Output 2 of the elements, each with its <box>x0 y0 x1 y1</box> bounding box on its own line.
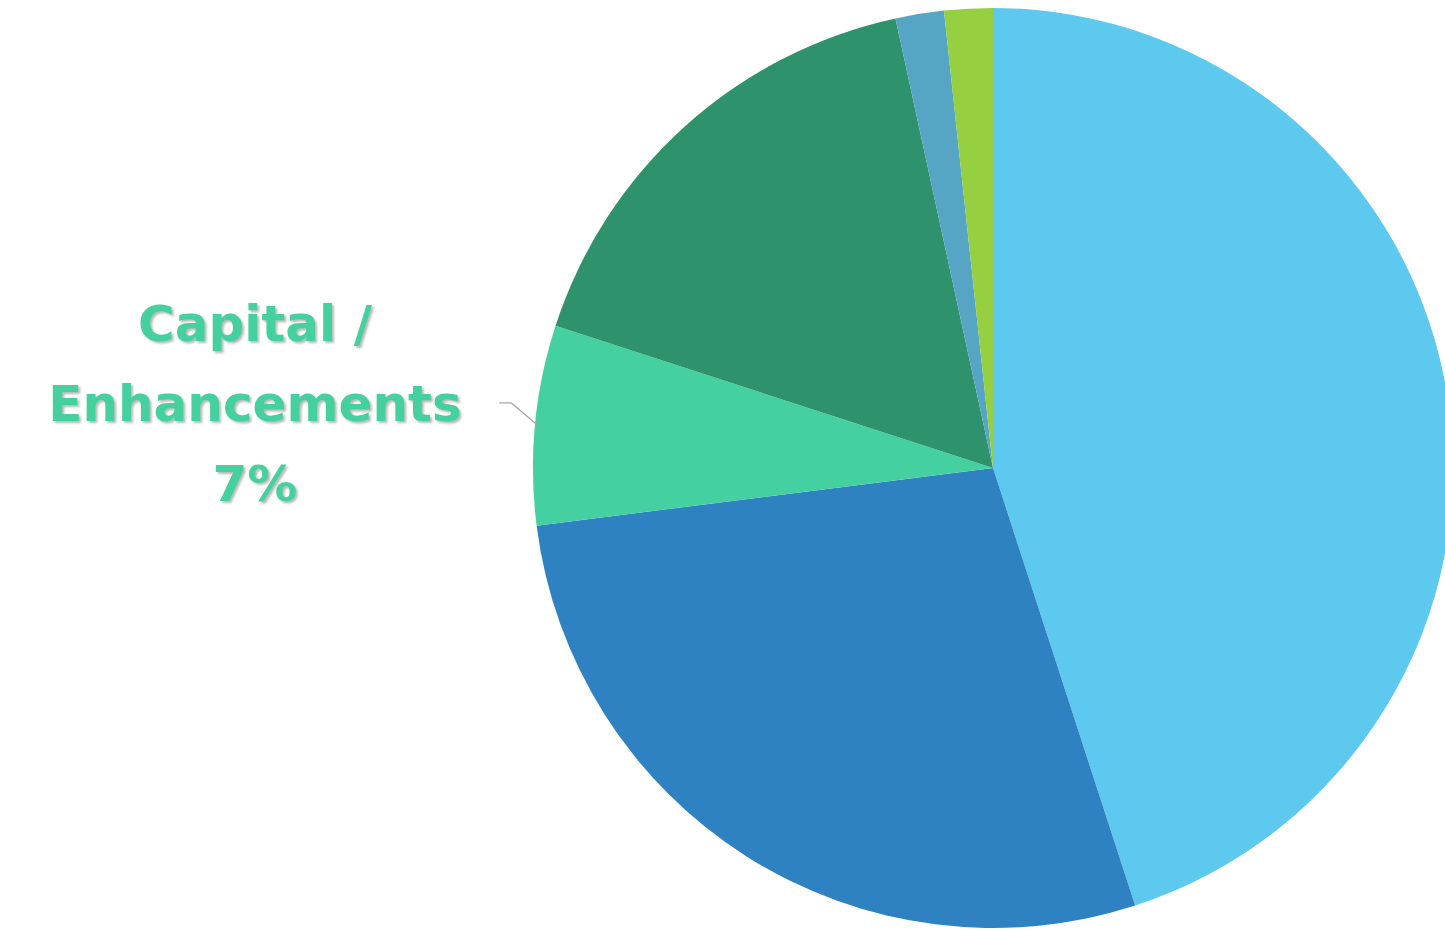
data-label: 7% <box>212 454 298 513</box>
slice-label: Capital / Enhancements <box>48 294 462 433</box>
